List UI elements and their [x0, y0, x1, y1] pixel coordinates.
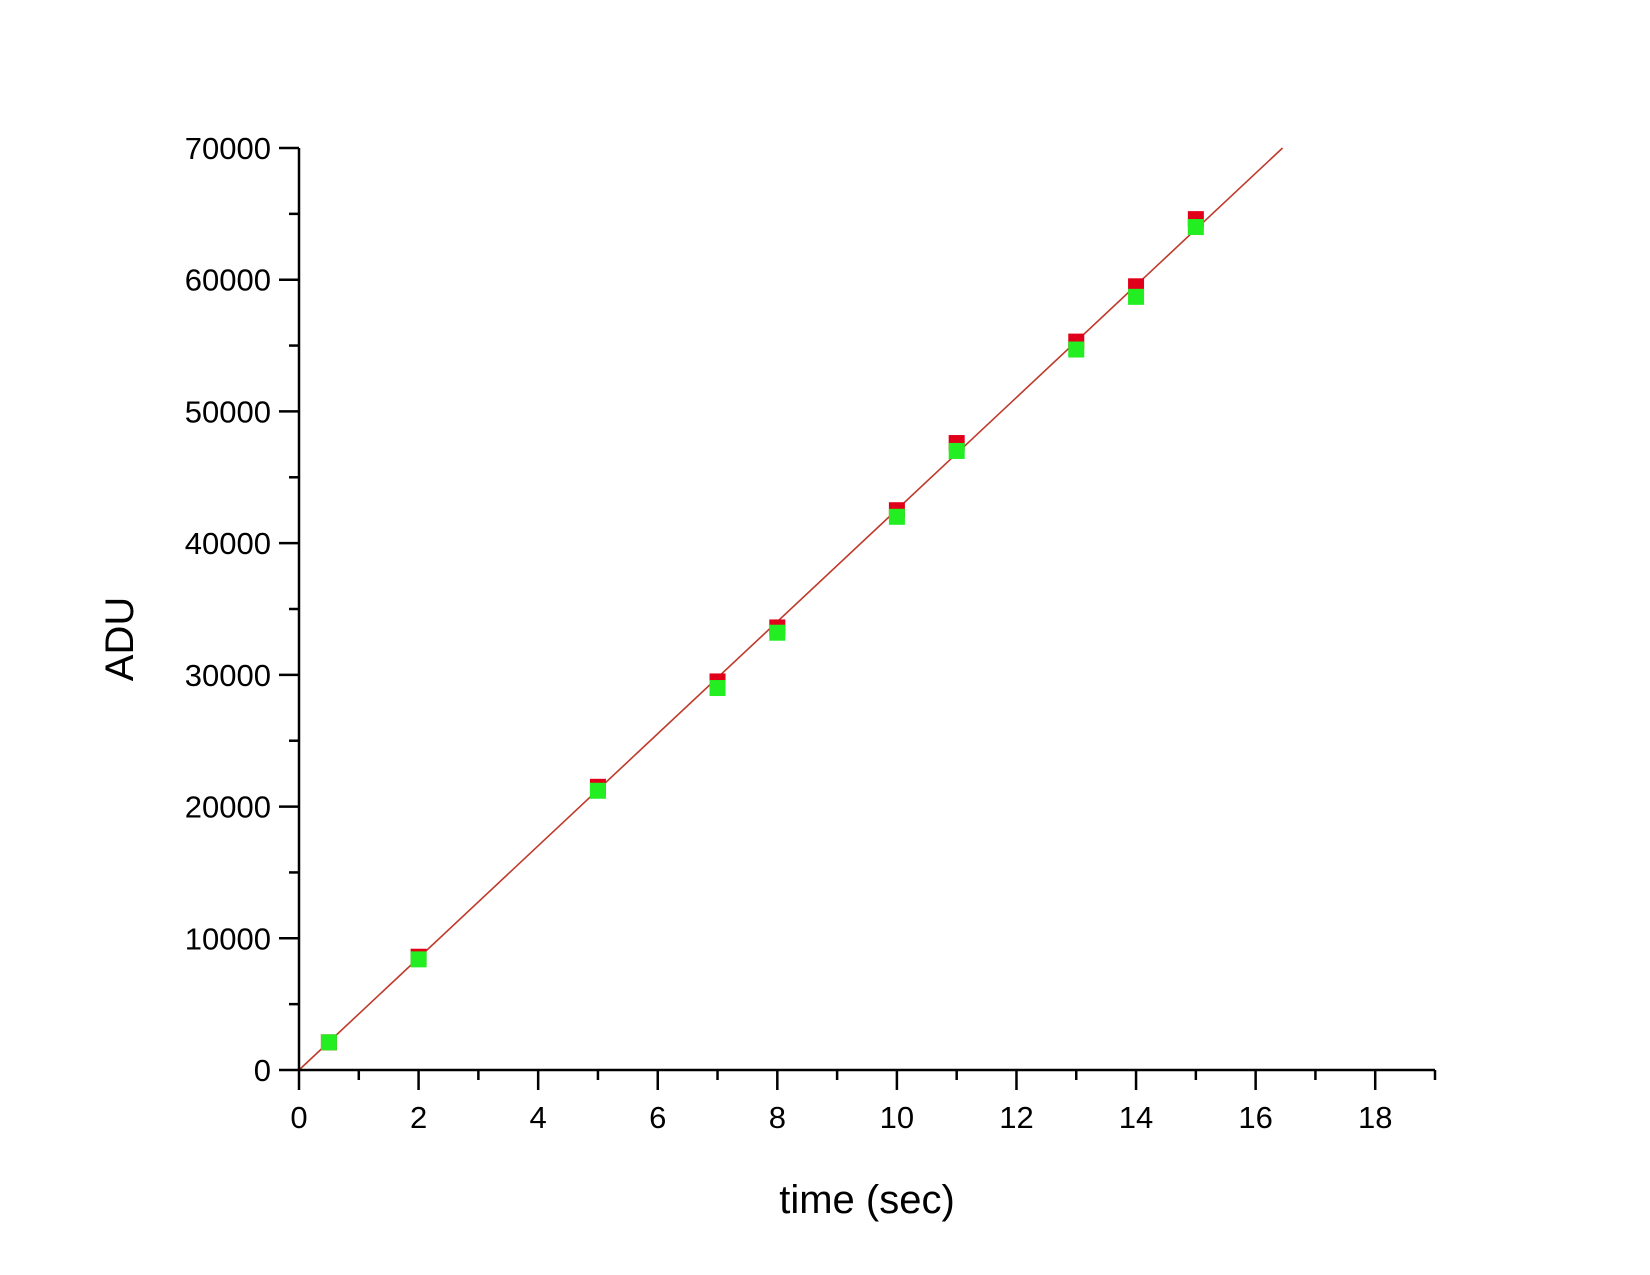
points-layer — [320, 211, 1204, 1051]
y-tick-label: 70000 — [185, 131, 271, 166]
x-tick-label: 4 — [530, 1100, 547, 1135]
x-axis: 0 2 4 6 8 10 12 14 16 18 — [290, 1068, 1437, 1135]
x-tick-label: 10 — [880, 1100, 914, 1135]
y-tick-label: 20000 — [185, 790, 271, 825]
data-point-series-2 — [1187, 219, 1204, 236]
y-tick-label: 60000 — [185, 263, 271, 298]
y-tick-label: 40000 — [185, 526, 271, 561]
plot-area — [298, 147, 1284, 1071]
x-tick-label: 8 — [769, 1100, 786, 1135]
data-point-series-2 — [410, 951, 427, 968]
x-axis-title: time (sec) — [779, 1178, 955, 1222]
data-point-series-2 — [320, 1034, 337, 1051]
y-axis: 0 10000 20000 30000 40000 50000 60000 70000 — [185, 131, 301, 1088]
y-tick-label: 0 — [254, 1053, 271, 1088]
x-tick-label: 2 — [410, 1100, 427, 1135]
y-tick-label: 50000 — [185, 394, 271, 429]
x-tick-label: 12 — [999, 1100, 1033, 1135]
y-axis-title: ADU — [98, 597, 142, 681]
data-point-series-2 — [1128, 288, 1145, 305]
data-point-series-2 — [589, 782, 606, 799]
data-point-series-2 — [888, 508, 905, 525]
x-tick-label: 18 — [1358, 1100, 1392, 1135]
fit-line — [298, 147, 1284, 1071]
fit-line-layer — [298, 147, 1284, 1071]
data-point-series-2 — [709, 680, 726, 697]
x-tick-label: 14 — [1119, 1100, 1153, 1135]
data-point-series-2 — [769, 624, 786, 641]
y-tick-label: 10000 — [185, 921, 271, 956]
data-point-series-2 — [948, 442, 965, 459]
x-tick-label: 16 — [1238, 1100, 1272, 1135]
data-point-series-2 — [1068, 341, 1085, 358]
y-tick-label: 30000 — [185, 658, 271, 693]
x-tick-label: 6 — [649, 1100, 666, 1135]
x-tick-label: 0 — [290, 1100, 307, 1135]
